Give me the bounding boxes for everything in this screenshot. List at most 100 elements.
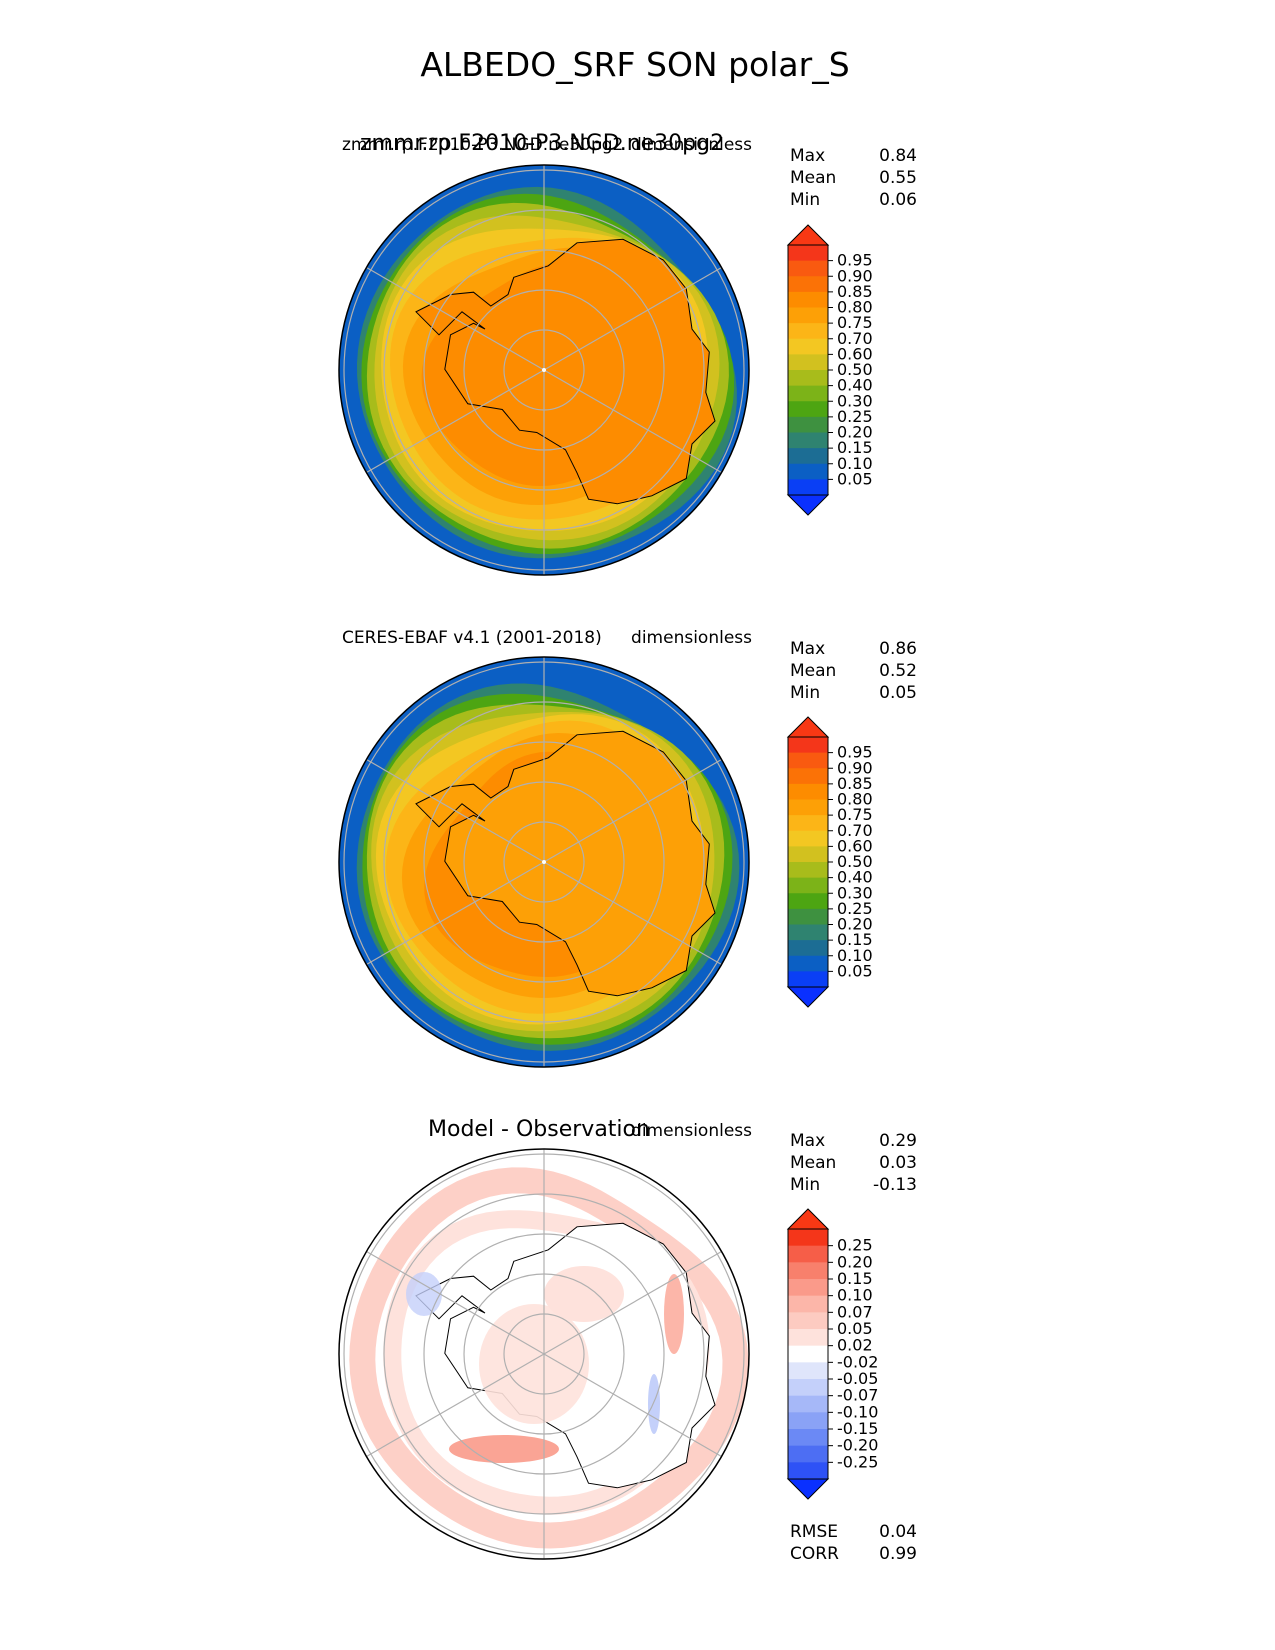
colorbar-tick-label: 0.10 — [837, 1286, 873, 1305]
stat-value: 0.29 — [879, 1131, 917, 1151]
stat-label: CORR — [790, 1544, 839, 1564]
colorbar-frame — [787, 1228, 829, 1480]
colorbar-tick-label: 0.70 — [837, 329, 873, 348]
colorbar-segment — [788, 815, 828, 832]
colorbar-segment — [788, 1245, 828, 1263]
colorbar-tick-label: -0.10 — [837, 1402, 878, 1421]
pole-marker — [542, 860, 546, 864]
panel-model-title-overlap: zmmr.rp.F2010-P3.NGD.ne30pg2 — [360, 131, 724, 156]
panel-model-stats: Max 0.84 Mean 0.55 Min 0.06 — [790, 146, 917, 210]
colorbar-tick-label: 0.15 — [837, 438, 873, 457]
colorbar-segment — [788, 370, 828, 387]
colorbar-segment — [788, 1312, 828, 1330]
colorbar-tick-label: 0.60 — [837, 836, 873, 855]
colorbar-tick-label: 0.07 — [837, 1302, 873, 1321]
colorbar-tick-label: 0.75 — [837, 805, 873, 824]
stat-value: -0.13 — [873, 1175, 917, 1195]
stat-value: 0.03 — [879, 1153, 917, 1173]
pole-marker — [542, 368, 546, 372]
diff-negative-patch — [406, 1272, 442, 1316]
colorbar-tick-label: -0.07 — [837, 1386, 878, 1405]
diff-interior-patch — [479, 1304, 589, 1424]
colorbar-segment — [788, 463, 828, 480]
stat-label: Max — [790, 639, 825, 659]
panel-obs-map-frame — [338, 656, 750, 1068]
meridian-line — [543, 861, 722, 966]
colorbar-tick-label: 0.75 — [837, 313, 873, 332]
colorbar-segment — [788, 799, 828, 816]
colorbar-segment — [788, 307, 828, 324]
stat-value: 0.99 — [879, 1544, 917, 1564]
colorbar-tick-label: 0.70 — [837, 821, 873, 840]
stat-value: 0.05 — [879, 683, 917, 703]
panel-diff-title: Model - Observation — [428, 1117, 650, 1142]
panel-diff: Model - Observation dimensionless Max 0.2… — [338, 1117, 917, 1564]
colorbar-segment — [788, 338, 828, 355]
colorbar-segment — [788, 1429, 828, 1447]
colorbar-tick-label: 0.85 — [837, 774, 873, 793]
colorbar-tick-label: 0.95 — [837, 743, 873, 762]
colorbar-extend-bottom — [786, 494, 830, 516]
colorbar-tick-label: -0.15 — [837, 1419, 878, 1438]
colorbar-segment — [788, 830, 828, 847]
colorbar-segment — [788, 924, 828, 941]
stat-value: 0.06 — [879, 190, 917, 210]
stat-value: 0.52 — [879, 661, 917, 681]
colorbar-tick-label: 0.40 — [837, 376, 873, 395]
colorbar-segment — [788, 432, 828, 449]
antarctica-outline — [415, 730, 716, 997]
stat-label: Max — [790, 1131, 825, 1151]
colorbar-tick-label: 0.25 — [837, 407, 873, 426]
colorbar-segment — [788, 260, 828, 277]
colorbar-tick-label: -0.02 — [837, 1352, 878, 1371]
stat-value: 0.04 — [879, 1522, 917, 1542]
meridian-line — [366, 758, 545, 863]
colorbar-segment — [788, 1295, 828, 1313]
stat-label: Mean — [790, 661, 836, 681]
panel-model-map-frame — [338, 164, 750, 576]
colorbar-extend-bottom — [786, 986, 830, 1008]
colorbar-segment — [788, 752, 828, 769]
colorbar-tick-label: -0.20 — [837, 1436, 878, 1455]
colorbar-segment — [788, 245, 828, 262]
panel-diff-stats: Max 0.29 Mean 0.03 Min -0.13 — [790, 1131, 917, 1195]
colorbar-segment — [788, 940, 828, 957]
colorbar-tick-label: 0.05 — [837, 1319, 873, 1338]
meridian-line — [543, 1250, 722, 1355]
panel-model-colorbar: 0.950.900.850.800.750.700.600.500.400.30… — [786, 224, 873, 516]
colorbar-tick-label: -0.05 — [837, 1369, 878, 1388]
panel-model-title: zmmr.rp.F2010-P3.NGD.ne30pg2 — [342, 135, 623, 155]
meridian-line — [366, 266, 545, 371]
colorbar-tick-label: -0.25 — [837, 1452, 878, 1471]
meridian-line — [366, 1250, 545, 1355]
colorbar-tick-label: 0.05 — [837, 469, 873, 488]
colorbar-tick-label: 0.05 — [837, 961, 873, 980]
colorbar-segment — [788, 908, 828, 925]
colorbar-segment — [788, 479, 828, 496]
colorbar-tick-label: 0.30 — [837, 883, 873, 902]
colorbar-segment — [788, 448, 828, 465]
colorbar-extend-top — [786, 224, 830, 246]
diff-interior-patch — [544, 1266, 624, 1322]
figure-title: ALBEDO_SRF SON polar_S — [420, 45, 849, 84]
stat-value: 0.84 — [879, 146, 917, 166]
stat-label: Mean — [790, 168, 836, 188]
colorbar-segment — [788, 971, 828, 988]
colorbar-segment — [788, 385, 828, 402]
colorbar-segment — [788, 955, 828, 972]
colorbar-tick-label: 0.20 — [837, 423, 873, 442]
colorbar-tick-label: 0.25 — [837, 1236, 873, 1255]
meridian-line — [366, 1353, 545, 1458]
panel-model-units: dimensionless — [631, 135, 752, 155]
stat-value: 0.55 — [879, 168, 917, 188]
meridian-line — [543, 266, 722, 371]
diff-positive-patch — [449, 1435, 559, 1463]
panel-diff-units: dimensionless — [631, 1121, 752, 1141]
colorbar-segment — [788, 893, 828, 910]
colorbar-segment — [788, 416, 828, 433]
stat-label: Min — [790, 683, 820, 703]
diff-negative-patch — [648, 1374, 660, 1434]
colorbar-segment — [788, 737, 828, 754]
colorbar-extend-top — [786, 716, 830, 738]
